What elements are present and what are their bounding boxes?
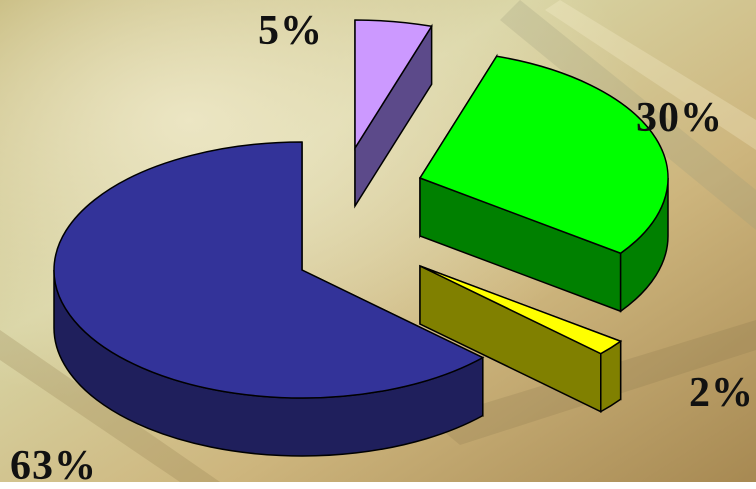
pie-slice-5 (354, 19, 433, 209)
pie-slice-30 (418, 53, 669, 313)
pie-slice-top (354, 19, 433, 151)
slice-label-30: 30% (636, 95, 723, 141)
pie-slice-top (418, 55, 669, 255)
slice-label-2: 2% (689, 370, 754, 416)
slice-label-5: 5% (258, 8, 323, 54)
pie-slice-63 (53, 141, 485, 457)
slice-label-63: 63% (10, 443, 97, 489)
pie-slice-2 (419, 264, 623, 413)
pie-slice-top (53, 141, 485, 399)
pie-slice-top (419, 265, 623, 355)
